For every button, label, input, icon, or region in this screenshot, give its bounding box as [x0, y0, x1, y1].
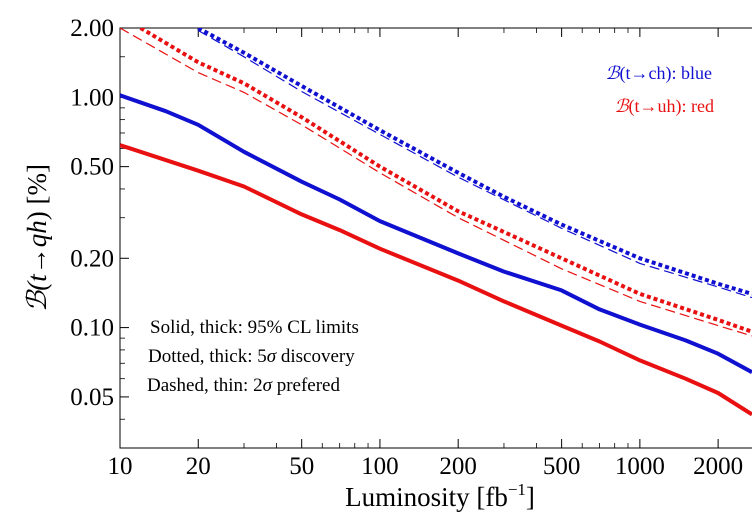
- x-tick-label: 200: [439, 453, 477, 480]
- series-line-solid-1: [120, 143, 752, 417]
- y-tick-label: 0.20: [70, 245, 114, 272]
- y-tick-labels: 0.05 0.10 0.20 0.50 1.00 2.00: [70, 15, 114, 411]
- x-tick-labels: 10 20 50 100 200 500 1000 2000: [108, 453, 744, 480]
- x-tick-label: 20: [186, 453, 211, 480]
- note-dashed: Dashed, thin: 2σ prefered: [147, 375, 340, 396]
- x-axis-title-sup: −1: [508, 480, 526, 499]
- legend-red-text: (t→uh): red: [629, 96, 714, 117]
- x-tick-label: 2000: [693, 453, 743, 480]
- y-tick-label: 1.00: [70, 84, 114, 111]
- y-tick-label: 0.10: [70, 315, 114, 342]
- y-axis-title-math: t→qh: [22, 220, 52, 282]
- series-line-solid-0: [120, 93, 752, 374]
- x-tick-label: 100: [361, 453, 399, 480]
- y-axis-title-suffix: ) [%]: [22, 164, 52, 220]
- x-tick-label: 1000: [615, 453, 665, 480]
- note-dotted-after: discovery: [276, 346, 355, 367]
- x-axis-title-close: ]: [526, 482, 535, 512]
- legend-blue-text: (t→ch): blue: [620, 63, 712, 84]
- legend-blue-prefix: ℬ: [605, 63, 621, 83]
- series-line-dashed-3: [197, 29, 752, 299]
- note-dashed-after: prefered: [272, 375, 341, 396]
- y-tick-label: 0.05: [70, 384, 114, 411]
- y-axis-title: ℬ(t→qh) [%]: [22, 164, 52, 312]
- x-axis-title: Luminosity [fb−1]: [345, 480, 535, 512]
- legend-entry-blue: ℬ(t→ch): blue: [605, 63, 712, 84]
- x-tick-label: 10: [108, 453, 133, 480]
- note-dotted-text: Dotted, thick: 5: [148, 346, 267, 367]
- series-layer: [120, 28, 752, 417]
- plot-frame: [119, 27, 752, 449]
- note-dashed-text: Dashed, thin: 2: [147, 375, 263, 396]
- legend-red-prefix: ℬ: [614, 96, 630, 116]
- y-tick-label: 2.00: [70, 15, 114, 42]
- x-axis-title-main: Luminosity [fb: [345, 482, 508, 512]
- series-line-dashed-5: [120, 28, 752, 337]
- x-tick-label: 50: [289, 453, 314, 480]
- y-axis-title-prefix: ℬ(: [22, 280, 52, 312]
- series-line-dotted-4: [139, 28, 752, 334]
- note-dotted: Dotted, thick: 5σ discovery: [148, 346, 355, 367]
- axis-ticks: [119, 27, 719, 449]
- note-dashed-sigma: σ: [263, 375, 273, 396]
- note-dotted-sigma: σ: [267, 346, 277, 367]
- x-tick-label: 500: [543, 453, 581, 480]
- note-solid: Solid, thick: 95% CL limits: [150, 317, 359, 338]
- series-line-dotted-2: [197, 28, 752, 296]
- y-tick-label: 0.50: [70, 154, 114, 181]
- legend-entry-red: ℬ(t→uh): red: [614, 96, 714, 117]
